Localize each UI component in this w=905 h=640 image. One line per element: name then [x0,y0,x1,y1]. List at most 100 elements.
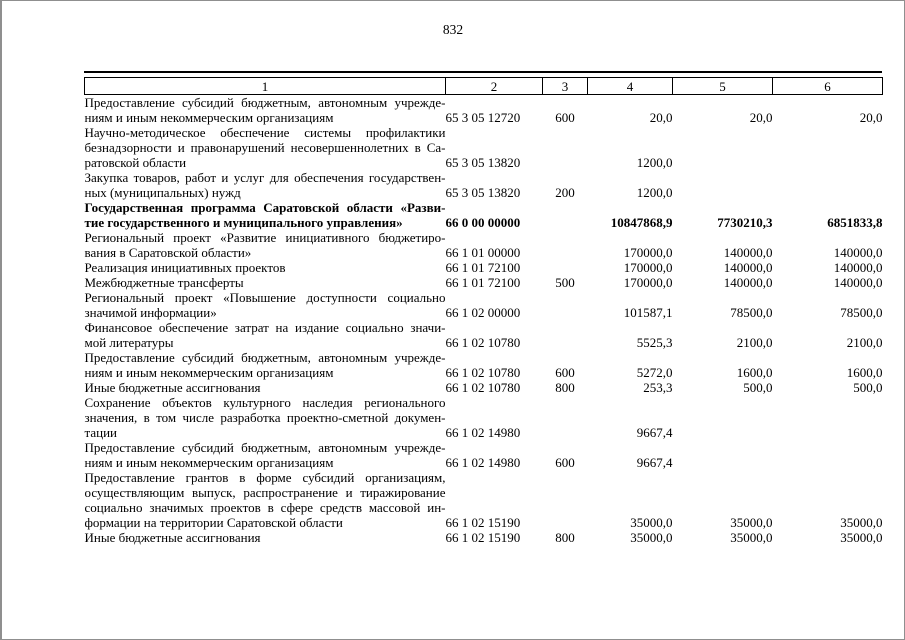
header-row: 1 2 3 4 5 6 [84,77,883,95]
row-group-code: 800 [555,530,575,545]
table-row: Финансовое обеспечение затрат на издание… [85,320,883,350]
row-amount-year2: 35000,0 [730,515,773,530]
row-name: Финансовое обеспечение затрат на издание… [84,320,446,350]
row-name: Иные бюджетные ассигнования [84,530,261,545]
row-amount-year3: 140000,0 [833,245,883,260]
row-name: Закупка товаров, работ и услуг для обесп… [84,170,446,200]
row-name: Реализация инициативных проектов [84,260,286,275]
table-top-rule [84,71,882,73]
table-row: Предоставление субсидий бюджетным, автон… [84,95,883,125]
row-code: 66 1 02 14980 [445,425,521,440]
row-amount-year1: 5272,0 [636,365,673,380]
row-group-code [543,125,588,170]
row-name: Сохранение объектов культурного наследия… [84,395,446,440]
row-amount-year2: 20,0 [749,110,773,125]
row-amount-year1: 170000,0 [623,260,673,275]
table-row: Сохранение объектов культурного наследия… [85,395,883,440]
row-code: 65 3 05 13820 [445,155,521,170]
row-name: Предоставление грантов в форме субсидий … [84,470,446,530]
row-code: 65 3 05 13820 [445,185,521,200]
row-amount-year2: 2100,0 [736,335,773,350]
row-amount-year3: 140000,0 [833,275,883,290]
row-amount-year2: 140000,0 [723,260,773,275]
row-name: Государственная программа Саратовской об… [84,200,446,230]
row-name: Предоставление субсидий бюджетным, автон… [84,350,446,380]
row-amount-year3 [773,125,883,170]
row-group-code [543,395,588,440]
row-amount-year3: 500,0 [853,380,883,395]
row-code: 66 1 02 10780 [445,365,521,380]
row-amount-year1: 5525,3 [636,335,673,350]
row-amount-year3: 140000,0 [833,260,883,275]
row-amount-year2: 500,0 [743,380,773,395]
row-amount-year1: 10847868,9 [610,215,673,230]
table-row: Региональный проект «Повышение доступнос… [85,290,883,320]
row-amount-year1: 253,3 [643,380,673,395]
row-amount-year2 [673,170,773,200]
header-col-5: 5 [672,77,773,95]
row-amount-year1: 35000,0 [630,515,673,530]
row-amount-year2: 140000,0 [723,245,773,260]
table-row: Иные бюджетные ассигнования 66 1 02 1078… [85,380,883,395]
row-amount-year2: 35000,0 [730,530,773,545]
row-amount-year2: 7730210,3 [717,215,773,230]
row-group-code [543,470,588,530]
row-amount-year2: 140000,0 [723,275,773,290]
row-amount-year3: 1600,0 [846,365,883,380]
row-group-code: 600 [555,365,575,380]
row-group-code [543,320,588,350]
row-code: 66 1 01 72100 [445,260,521,275]
row-amount-year3: 6851833,8 [827,215,883,230]
row-code: 66 1 02 00000 [445,305,521,320]
row-amount-year3: 78500,0 [840,305,883,320]
row-name: Межбюджетные трансферты [84,275,244,290]
row-amount-year1: 1200,0 [636,155,673,170]
row-group-code: 800 [555,380,575,395]
row-group-code: 600 [555,455,575,470]
row-name: Предоставление субсидий бюджетным, автон… [84,440,446,470]
row-amount-year3 [773,395,883,440]
row-amount-year3: 20,0 [859,110,883,125]
row-group-code: 600 [555,110,575,125]
table-row: Иные бюджетные ассигнования 66 1 02 1519… [85,530,883,545]
row-group-code [543,290,588,320]
header-col-4: 4 [587,77,673,95]
row-amount-year2 [673,395,773,440]
row-name: Предоставление субсидий бюджетным, автон… [84,95,446,125]
row-amount-year1: 170000,0 [623,275,673,290]
row-group-code: 500 [555,275,575,290]
table-area: 1 2 3 4 5 6 Предоставление субсидий бюдж… [84,71,883,545]
row-code: 66 1 01 72100 [445,275,521,290]
row-amount-year2: 78500,0 [730,305,773,320]
row-group-code [543,260,588,275]
table-row: Предоставление субсидий бюджетным, автон… [85,440,883,470]
table-row: Предоставление грантов в форме субсидий … [85,470,883,530]
table-row: Предоставление субсидий бюджетным, автон… [85,350,883,380]
row-amount-year1: 20,0 [649,110,673,125]
row-name: Региональный проект «Повышение доступнос… [84,290,446,320]
row-code: 66 0 00 00000 [445,215,521,230]
row-amount-year3: 35000,0 [840,530,883,545]
row-code: 66 1 02 15190 [445,530,521,545]
row-name: Научно-методическое обеспечение системы … [84,125,446,170]
header-col-3: 3 [542,77,588,95]
row-amount-year1: 9667,4 [636,455,673,470]
row-code: 66 1 02 15190 [445,515,521,530]
table-row: Региональный проект «Развитие инициативн… [85,230,883,260]
header-col-1: 1 [84,77,446,95]
table-row: Государственная программа Саратовской об… [85,200,883,230]
row-group-code [543,230,588,260]
row-amount-year2: 1600,0 [736,365,773,380]
budget-table: 1 2 3 4 5 6 Предоставление субсидий бюдж… [84,77,883,545]
table-row: Научно-методическое обеспечение системы … [85,125,883,170]
table-row: Межбюджетные трансферты 66 1 01 72100 50… [85,275,883,290]
row-amount-year3 [773,170,883,200]
header-col-2: 2 [445,77,543,95]
row-amount-year1: 170000,0 [623,245,673,260]
row-amount-year1: 1200,0 [636,185,673,200]
row-amount-year2 [673,125,773,170]
row-amount-year2 [673,440,773,470]
table-row: Реализация инициативных проектов 66 1 01… [85,260,883,275]
header-col-6: 6 [772,77,883,95]
